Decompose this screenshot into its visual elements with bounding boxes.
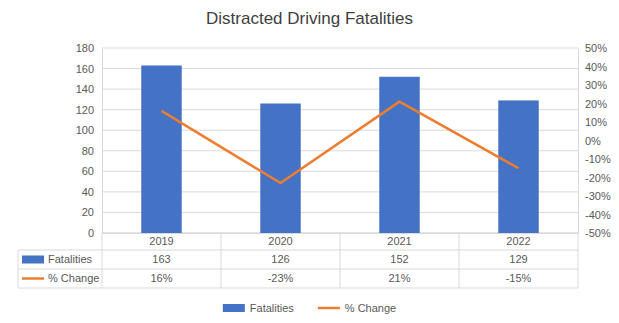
tick-label: 0%	[585, 135, 601, 147]
grid	[102, 48, 578, 233]
tick: 160	[76, 63, 102, 75]
tick-label: -10%	[585, 153, 611, 165]
tick-label: 50%	[585, 42, 607, 54]
tick: 50%	[578, 42, 607, 54]
tick: -40%	[578, 209, 611, 221]
bar	[260, 104, 300, 234]
tick: 100	[76, 124, 102, 136]
tick-label: 2019	[149, 235, 173, 247]
tick: 80	[82, 145, 102, 157]
tick: 10%	[578, 116, 607, 128]
legend-item: Fatalities	[223, 302, 295, 314]
tick-label: 180	[76, 42, 94, 54]
legend-label: % Change	[345, 302, 396, 314]
tick: 20%	[578, 98, 607, 110]
tick: -10%	[578, 153, 611, 165]
tick-label: -50%	[585, 227, 611, 239]
bar	[141, 65, 181, 233]
grid-line	[102, 48, 578, 49]
data-table	[18, 233, 578, 288]
tick-label: 2021	[387, 235, 411, 247]
tick-label: -40%	[585, 209, 611, 221]
table-cell: -15%	[506, 272, 532, 284]
tick-label: 140	[76, 83, 94, 95]
table-row-label: % Change	[48, 272, 99, 284]
tick: 20	[82, 206, 102, 218]
legend-swatch	[22, 256, 44, 264]
plot-area	[141, 65, 538, 233]
y-axis-line	[102, 49, 103, 234]
table-border	[18, 250, 19, 288]
table-cell: 152	[390, 253, 408, 265]
x-axis: 2019 2020 2021 2022	[103, 233, 579, 247]
bar	[498, 100, 538, 233]
tick-label: 2020	[268, 235, 292, 247]
legend-swatch	[223, 304, 245, 312]
table-border	[459, 233, 460, 288]
tick-label: 160	[76, 63, 94, 75]
table-row-label: Fatalities	[48, 253, 93, 265]
tick: 120	[76, 104, 102, 116]
tick: 2021	[387, 233, 411, 247]
y2-axis: -50% -40% -30% -20% -10% 0% 10% 20% 30% 40% 50%	[578, 42, 611, 239]
tick: 60	[82, 165, 102, 177]
tick-label: 10%	[585, 116, 607, 128]
table-border	[578, 233, 579, 288]
tick-label: 120	[76, 104, 94, 116]
chart-title: Distracted Driving Fatalities	[206, 9, 413, 28]
table-cell: 21%	[388, 272, 410, 284]
tick-label: 80	[82, 145, 94, 157]
table-row: % Change 16% -23% 21% -15%	[22, 272, 532, 284]
tick-label: 60	[82, 165, 94, 177]
bar	[379, 77, 419, 233]
tick-label: 0	[88, 227, 94, 239]
tick: 2019	[149, 233, 173, 247]
tick: -20%	[578, 172, 611, 184]
legend-item: % Change	[318, 302, 396, 314]
table-cell: 129	[509, 253, 527, 265]
tick: 40%	[578, 61, 607, 73]
tick-label: -30%	[585, 190, 611, 202]
y-axis: 0 20 40 60 80 100 120 140 160 180	[76, 42, 103, 239]
tick-label: 30%	[585, 79, 607, 91]
table-cell: 163	[152, 253, 170, 265]
legend-label: Fatalities	[250, 302, 295, 314]
table-cell: 16%	[150, 272, 172, 284]
tick-label: -20%	[585, 172, 611, 184]
tick-label: 20	[82, 206, 94, 218]
table-row: Fatalities 163 126 152 129	[22, 253, 528, 265]
table-cell: -23%	[268, 272, 294, 284]
tick-label: 40	[82, 186, 94, 198]
tick: 140	[76, 83, 102, 95]
tick: 2022	[506, 233, 530, 247]
tick: 40	[82, 186, 102, 198]
table-border	[221, 233, 222, 288]
legend-swatch	[22, 277, 44, 280]
tick-label: 100	[76, 124, 94, 136]
legend-swatch	[318, 307, 340, 310]
legend: Fatalities % Change	[223, 302, 396, 314]
bars	[141, 65, 538, 233]
tick: 30%	[578, 79, 607, 91]
table-border	[340, 233, 341, 288]
tick: 2020	[268, 233, 292, 247]
tick: -50%	[578, 227, 611, 239]
tick-label: 20%	[585, 98, 607, 110]
tick: -30%	[578, 190, 611, 202]
y2-axis-line	[578, 49, 579, 234]
table-cell: 126	[271, 253, 289, 265]
tick-label: 40%	[585, 61, 607, 73]
line	[162, 102, 519, 183]
tick-label: 2022	[506, 235, 530, 247]
tick: 0	[88, 227, 102, 239]
tick: 0%	[578, 135, 601, 147]
chart: Distracted Driving Fatalities 0 20 40 60 80 10…	[0, 0, 619, 323]
tick: 180	[76, 42, 102, 54]
table-border	[102, 233, 103, 288]
